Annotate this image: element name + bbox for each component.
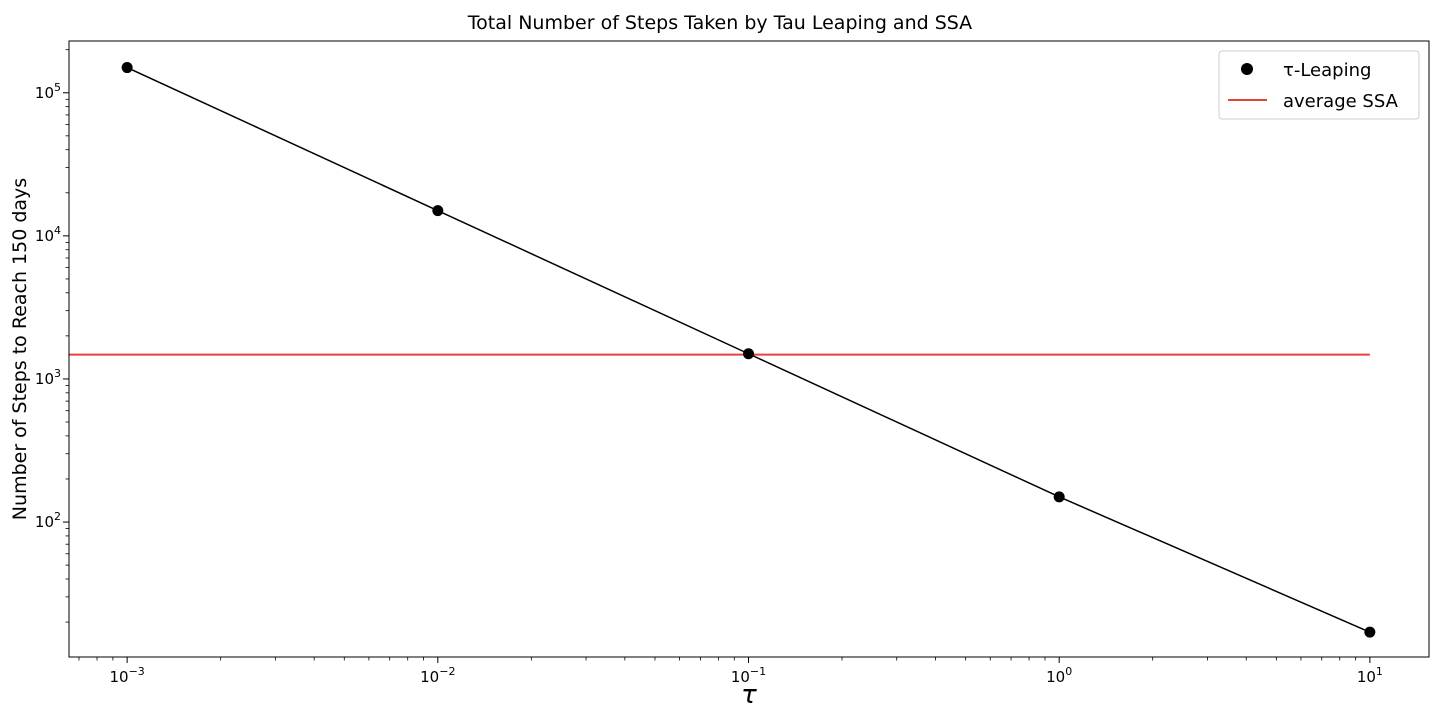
y-tick-label: 104 xyxy=(35,224,61,245)
legend-label-tau-leaping: τ-Leaping xyxy=(1283,60,1371,81)
legend: τ-Leaping average SSA xyxy=(1218,50,1420,120)
tau-leaping-point xyxy=(121,62,133,74)
legend-marker-tau-leaping xyxy=(1241,63,1253,75)
chart-title: Total Number of Steps Taken by Tau Leapi… xyxy=(467,12,972,34)
x-tick-label: 10−3 xyxy=(109,665,144,686)
tau-leaping-point xyxy=(432,205,444,217)
x-tick-label: 10−2 xyxy=(420,665,455,686)
tau-leaping-point xyxy=(743,348,754,360)
y-tick-label: 105 xyxy=(35,81,61,102)
legend-label-average-ssa: average SSA xyxy=(1283,91,1399,112)
y-axis-ticks: 102 103 104 105 xyxy=(35,49,69,623)
legend-box xyxy=(1218,50,1420,120)
y-tick-label: 102 xyxy=(35,510,61,531)
y-axis-label: Number of Steps to Reach 150 days xyxy=(9,178,31,520)
x-tick-label: 101 xyxy=(1357,665,1383,686)
axes-frame xyxy=(68,40,1430,658)
y-tick-label: 103 xyxy=(35,367,61,388)
x-tick-label: 10−1 xyxy=(731,665,766,686)
x-axis-label: τ xyxy=(741,680,757,710)
plot-area xyxy=(69,62,1376,638)
tau-leaping-point xyxy=(1053,491,1065,503)
tau-leaping-point xyxy=(1364,626,1376,638)
x-axis-ticks: 10−3 10−2 10−1 100 101 xyxy=(78,657,1383,686)
x-tick-label: 100 xyxy=(1046,665,1072,686)
